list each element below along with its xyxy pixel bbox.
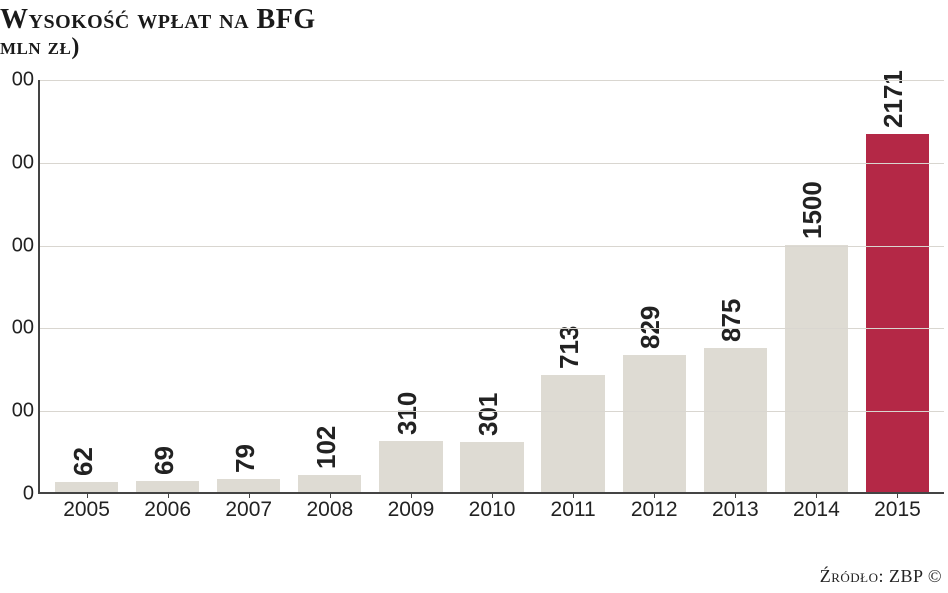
y-tick-label: 00 xyxy=(4,400,34,423)
bar-slot: 792007 xyxy=(208,80,289,492)
bar-value-label: 69 xyxy=(149,446,180,475)
x-tick-label: 2013 xyxy=(695,498,776,522)
bar-value-label: 102 xyxy=(311,426,342,469)
bar-value-label: 62 xyxy=(68,447,99,476)
chart-title: Wysokość wpłat na BFG xyxy=(0,4,316,36)
bar-value-label: 79 xyxy=(230,444,261,473)
bar-slot: 1022008 xyxy=(289,80,370,492)
bar: 1500 xyxy=(785,245,848,492)
x-tick-label: 2014 xyxy=(776,498,857,522)
bar-slot: 3012010 xyxy=(451,80,532,492)
bars-group: 6220056920067920071022008310200930120107… xyxy=(40,80,944,492)
bar: 2171 xyxy=(866,134,929,492)
y-tick-label: 00 xyxy=(4,69,34,92)
x-tick-mark xyxy=(411,492,412,498)
bar-slot: 3102009 xyxy=(370,80,451,492)
x-tick-label: 2006 xyxy=(127,498,208,522)
chart: 6220056920067920071022008310200930120107… xyxy=(0,58,948,528)
x-tick-label: 2005 xyxy=(46,498,127,522)
x-tick-mark xyxy=(573,492,574,498)
bar-value-label: 1500 xyxy=(797,181,828,239)
bar-slot: 15002014 xyxy=(776,80,857,492)
source-label: Źródło: ZBP © xyxy=(820,566,942,587)
y-tick-label: 00 xyxy=(4,234,34,257)
gridline xyxy=(40,411,944,412)
bar-slot: 622005 xyxy=(46,80,127,492)
x-tick-mark xyxy=(330,492,331,498)
gridline xyxy=(40,246,944,247)
x-tick-mark xyxy=(87,492,88,498)
x-tick-mark xyxy=(168,492,169,498)
bar: 79 xyxy=(217,479,280,492)
bar: 102 xyxy=(298,475,361,492)
bar-slot: 8292012 xyxy=(614,80,695,492)
x-tick-label: 2009 xyxy=(370,498,451,522)
bar: 310 xyxy=(379,441,442,492)
title-block: Wysokość wpłat na BFG mln zł) xyxy=(0,4,316,61)
bar-slot: 8752013 xyxy=(695,80,776,492)
x-tick-mark xyxy=(249,492,250,498)
x-tick-mark xyxy=(735,492,736,498)
x-tick-mark xyxy=(492,492,493,498)
bar-slot: 692006 xyxy=(127,80,208,492)
bar-slot: 21712015 xyxy=(857,80,938,492)
x-tick-label: 2010 xyxy=(451,498,532,522)
bar-value-label: 301 xyxy=(473,393,504,436)
bar: 829 xyxy=(623,355,686,492)
bar: 62 xyxy=(55,482,118,492)
gridline xyxy=(40,163,944,164)
bar-value-label: 875 xyxy=(716,298,747,341)
x-tick-label: 2012 xyxy=(614,498,695,522)
x-tick-mark xyxy=(816,492,817,498)
x-tick-mark xyxy=(897,492,898,498)
chart-subtitle: mln zł) xyxy=(0,34,316,61)
x-tick-label: 2015 xyxy=(857,498,938,522)
gridline xyxy=(40,80,944,81)
bar: 875 xyxy=(704,348,767,492)
y-tick-label: 0 xyxy=(4,483,34,506)
x-tick-label: 2007 xyxy=(208,498,289,522)
chart-container: Wysokość wpłat na BFG mln zł) 6220056920… xyxy=(0,0,948,593)
bar-slot: 7132011 xyxy=(533,80,614,492)
bar-value-label: 713 xyxy=(554,325,585,368)
x-tick-label: 2011 xyxy=(533,498,614,522)
bar-value-label: 310 xyxy=(392,392,423,435)
plot-area: 6220056920067920071022008310200930120107… xyxy=(38,80,944,494)
y-tick-label: 00 xyxy=(4,151,34,174)
bar: 301 xyxy=(460,442,523,492)
bar: 713 xyxy=(541,375,604,493)
bar: 69 xyxy=(136,481,199,492)
gridline xyxy=(40,328,944,329)
x-tick-mark xyxy=(654,492,655,498)
y-tick-label: 00 xyxy=(4,317,34,340)
x-tick-label: 2008 xyxy=(289,498,370,522)
